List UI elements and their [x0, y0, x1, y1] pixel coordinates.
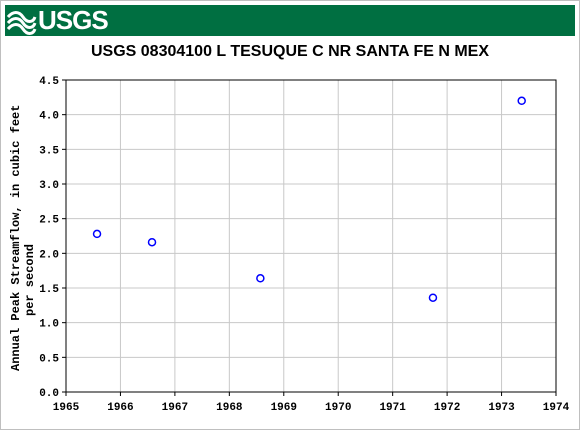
y-tick-label: 3.5	[39, 145, 59, 157]
x-tick-label: 1965	[53, 402, 80, 414]
y-tick-label: 3.0	[39, 180, 59, 192]
data-points	[92, 96, 526, 302]
chart-title: USGS 08304100 L TESUQUE C NR SANTA FE N …	[90, 43, 490, 60]
banner-background	[5, 5, 575, 36]
x-tick-label: 1971	[379, 402, 406, 414]
usgs-logo-text: USGS	[38, 5, 109, 35]
x-tick-label: 1974	[543, 402, 570, 414]
y-tick-label: 2.0	[39, 249, 59, 261]
y-tick-label: 2.5	[39, 215, 59, 227]
x-tick-label: 1967	[162, 402, 188, 414]
y-tick-label: 1.0	[39, 319, 59, 331]
x-tick-label: 1970	[325, 402, 351, 414]
x-tick-label: 1966	[107, 402, 133, 414]
x-tick-label: 1973	[488, 402, 515, 414]
data-point	[517, 96, 526, 106]
data-point	[256, 274, 265, 283]
plot-border	[65, 79, 557, 393]
data-point	[92, 229, 102, 239]
x-tick-label: 1969	[271, 402, 297, 414]
y-tick-label: 4.5	[39, 76, 59, 88]
y-tick-label: 0.0	[39, 388, 59, 400]
x-tick-label: 1972	[434, 402, 460, 414]
y-tick-label: 1.5	[39, 284, 59, 296]
axis-ticks: 1965 1966 1967 1968 1969 1970 1971 1972 1973 1974…	[39, 76, 569, 414]
y-tick-label: 4.0	[39, 111, 59, 123]
data-point	[147, 237, 157, 247]
x-tick-label: 1968	[216, 402, 243, 414]
usgs-banner: USGS	[5, 5, 575, 36]
usgs-wave-icon	[6, 11, 37, 35]
grid-lines	[65, 79, 557, 393]
y-tick-label: 0.5	[39, 353, 59, 365]
data-point	[428, 293, 438, 302]
